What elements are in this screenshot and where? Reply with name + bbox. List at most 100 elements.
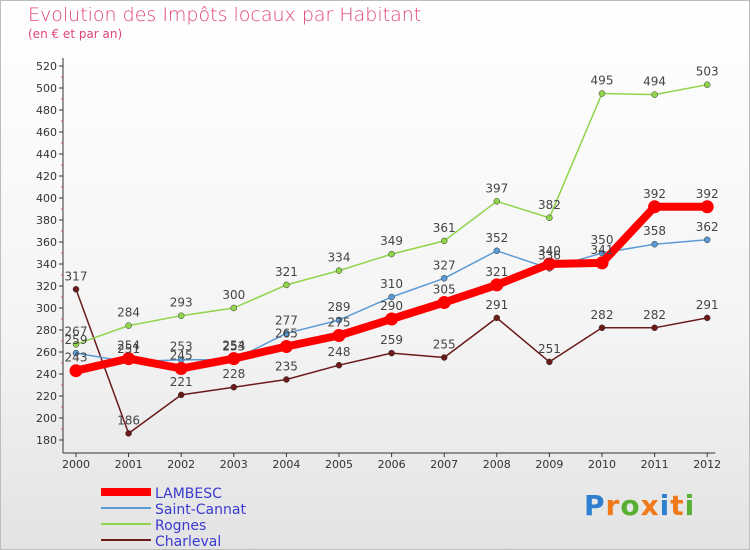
x-tick-label: 2002 <box>167 458 195 471</box>
data-label: 305 <box>433 283 456 297</box>
data-label: 245 <box>170 349 193 363</box>
y-tick-label: 360 <box>36 236 57 249</box>
x-tick-label: 2012 <box>693 458 721 471</box>
logo-letter: t <box>670 489 685 522</box>
data-point <box>440 354 448 361</box>
logo-letter: x <box>640 489 660 522</box>
data-label: 290 <box>380 299 403 313</box>
data-point <box>440 237 448 245</box>
data-label: 267 <box>65 324 88 338</box>
data-point <box>279 340 293 353</box>
data-point <box>283 281 290 289</box>
data-label: 243 <box>65 351 88 365</box>
y-tick-label: 300 <box>36 302 57 315</box>
data-label: 221 <box>170 375 193 389</box>
x-tick-label: 2010 <box>588 458 616 471</box>
data-point <box>703 81 711 88</box>
logo-letter: i <box>659 489 671 522</box>
data-label: 334 <box>328 251 351 265</box>
data-point <box>177 391 185 399</box>
data-point <box>493 198 501 205</box>
y-tick-label: 380 <box>36 214 57 227</box>
data-point <box>230 304 238 312</box>
data-point <box>598 249 606 257</box>
data-label: 277 <box>275 313 298 327</box>
data-point <box>174 362 188 375</box>
data-label: 317 <box>65 269 88 283</box>
data-label: 265 <box>275 327 298 341</box>
y-tick-label: 220 <box>36 390 57 403</box>
data-label: 186 <box>117 413 140 427</box>
data-point <box>177 312 185 319</box>
proxiti-logo: Proxiti <box>584 489 695 522</box>
y-tick-label: 480 <box>36 104 57 117</box>
data-point <box>542 257 556 271</box>
x-tick-label: 2001 <box>115 458 143 471</box>
x-tick-label: 2008 <box>483 458 511 471</box>
x-tick-label: 2009 <box>535 458 563 471</box>
data-point <box>69 364 83 378</box>
data-label: 382 <box>538 198 561 212</box>
data-point <box>332 329 346 342</box>
data-label: 253 <box>170 340 193 354</box>
chart-subtitle: (en € et par an) <box>28 27 123 41</box>
data-point <box>546 358 553 366</box>
data-point <box>388 293 395 301</box>
logo-letter: o <box>620 489 641 522</box>
y-tick-label: 260 <box>36 346 57 359</box>
data-label: 291 <box>696 298 719 312</box>
data-label: 358 <box>643 224 666 238</box>
data-label: 259 <box>380 333 403 347</box>
data-point <box>122 352 136 366</box>
data-point <box>703 236 711 244</box>
data-label: 253 <box>222 340 245 354</box>
chart-title: Evolution des Impôts locaux par Habitant <box>28 4 422 26</box>
y-tick-label: 280 <box>36 324 57 337</box>
data-point <box>72 341 80 348</box>
data-point <box>700 200 714 214</box>
data-point <box>388 250 395 258</box>
data-point <box>651 324 658 332</box>
data-label: 259 <box>65 333 88 347</box>
y-tick-label: 400 <box>36 192 57 205</box>
legend-label: LAMBESC <box>155 486 222 502</box>
logo-letter: i <box>684 489 696 522</box>
data-label: 336 <box>538 248 561 262</box>
y-tick-label: 420 <box>36 170 57 183</box>
x-tick-label: 2006 <box>378 458 406 471</box>
data-point <box>598 90 606 97</box>
y-tick-label: 520 <box>36 60 57 73</box>
data-point <box>546 214 553 222</box>
data-point <box>283 376 290 383</box>
data-label: 361 <box>433 221 456 235</box>
y-tick-label: 200 <box>36 412 57 425</box>
data-label: 300 <box>222 288 245 302</box>
x-tick-label: 2000 <box>62 458 90 471</box>
data-label: 291 <box>485 298 508 312</box>
data-label: 340 <box>538 244 561 258</box>
data-point <box>703 314 711 322</box>
data-point <box>493 247 501 255</box>
legend-label: Charleval <box>155 534 221 549</box>
data-label: 321 <box>485 265 508 279</box>
y-tick-label: 180 <box>36 434 57 447</box>
data-point <box>72 286 80 293</box>
data-point <box>440 275 448 282</box>
y-tick-label: 240 <box>36 368 57 381</box>
y-tick-label: 460 <box>36 126 57 139</box>
data-point <box>595 256 609 270</box>
data-label: 362 <box>696 220 719 234</box>
data-label: 248 <box>328 345 351 359</box>
data-label: 392 <box>643 187 666 201</box>
x-tick-label: 2007 <box>430 458 458 471</box>
legend-label: Rognes <box>155 518 206 534</box>
data-label: 275 <box>328 316 351 330</box>
data-point <box>490 278 504 292</box>
data-point <box>283 330 290 337</box>
data-label: 251 <box>538 342 561 356</box>
data-label: 349 <box>380 234 403 248</box>
y-tick-label: 500 <box>36 82 57 95</box>
y-tick-label: 320 <box>36 280 57 293</box>
data-label: 397 <box>485 181 508 195</box>
